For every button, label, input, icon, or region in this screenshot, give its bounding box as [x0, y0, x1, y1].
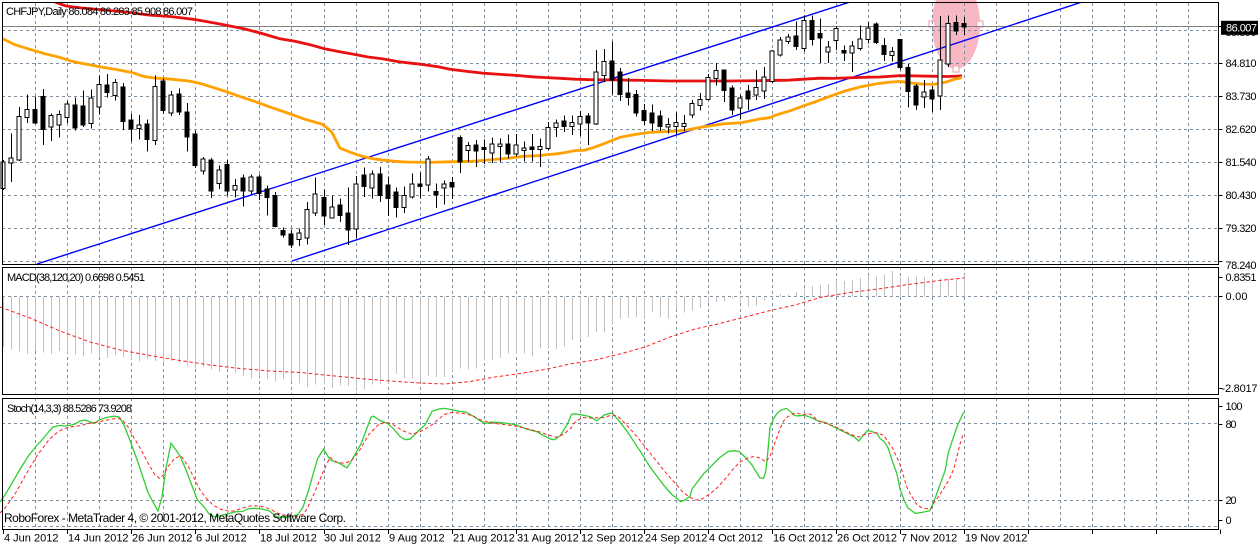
- svg-text:CHFJPY,Daily 86.084 86.283 85: CHFJPY,Daily 86.084 86.283 85.908 86.007: [6, 6, 193, 18]
- svg-text:31 Aug 2012: 31 Aug 2012: [517, 533, 579, 545]
- svg-text:21 Aug 2012: 21 Aug 2012: [453, 533, 515, 545]
- svg-text:14 Jun 2012: 14 Jun 2012: [68, 533, 129, 545]
- svg-text:81.540: 81.540: [1226, 157, 1257, 169]
- svg-text:-2.8017: -2.8017: [1222, 383, 1258, 395]
- svg-text:82.620: 82.620: [1226, 124, 1257, 136]
- svg-text:19 Nov 2012: 19 Nov 2012: [965, 533, 1027, 545]
- svg-text:86.007: 86.007: [1226, 23, 1257, 35]
- svg-text:0.8351: 0.8351: [1226, 272, 1257, 284]
- svg-text:7 Nov 2012: 7 Nov 2012: [901, 533, 957, 545]
- svg-text:0: 0: [1226, 515, 1232, 527]
- svg-text:16 Oct 2012: 16 Oct 2012: [773, 533, 833, 545]
- svg-text:4 Oct 2012: 4 Oct 2012: [709, 533, 763, 545]
- svg-text:Stoch(14,3,3) 88.5286 73.9208: Stoch(14,3,3) 88.5286 73.9208: [7, 403, 132, 415]
- svg-text:78.240: 78.240: [1226, 260, 1257, 272]
- svg-text:26 Jun 2012: 26 Jun 2012: [132, 533, 193, 545]
- svg-text:84.810: 84.810: [1226, 58, 1257, 70]
- svg-text:26 Oct 2012: 26 Oct 2012: [837, 533, 897, 545]
- svg-text:9 Aug 2012: 9 Aug 2012: [389, 533, 445, 545]
- svg-text:RoboForex - MetaTrader 4, © 20: RoboForex - MetaTrader 4, © 2001-2012, M…: [4, 511, 346, 525]
- svg-text:6 Jul 2012: 6 Jul 2012: [196, 533, 247, 545]
- svg-text:100: 100: [1226, 401, 1243, 413]
- svg-text:4 Jun 2012: 4 Jun 2012: [4, 533, 58, 545]
- svg-text:79.320: 79.320: [1226, 223, 1257, 235]
- svg-text:MACD(38,120,20) 0.6698 0.5451: MACD(38,120,20) 0.6698 0.5451: [7, 272, 145, 284]
- svg-text:80.430: 80.430: [1226, 190, 1257, 202]
- svg-text:12 Sep 2012: 12 Sep 2012: [581, 533, 643, 545]
- svg-text:24 Sep 2012: 24 Sep 2012: [645, 533, 707, 545]
- svg-text:20: 20: [1226, 495, 1237, 507]
- svg-text:80: 80: [1226, 419, 1237, 431]
- svg-text:83.730: 83.730: [1226, 91, 1257, 103]
- svg-text:30 Jul 2012: 30 Jul 2012: [324, 533, 381, 545]
- svg-text:18 Jul 2012: 18 Jul 2012: [260, 533, 317, 545]
- svg-text:0.00: 0.00: [1226, 291, 1248, 303]
